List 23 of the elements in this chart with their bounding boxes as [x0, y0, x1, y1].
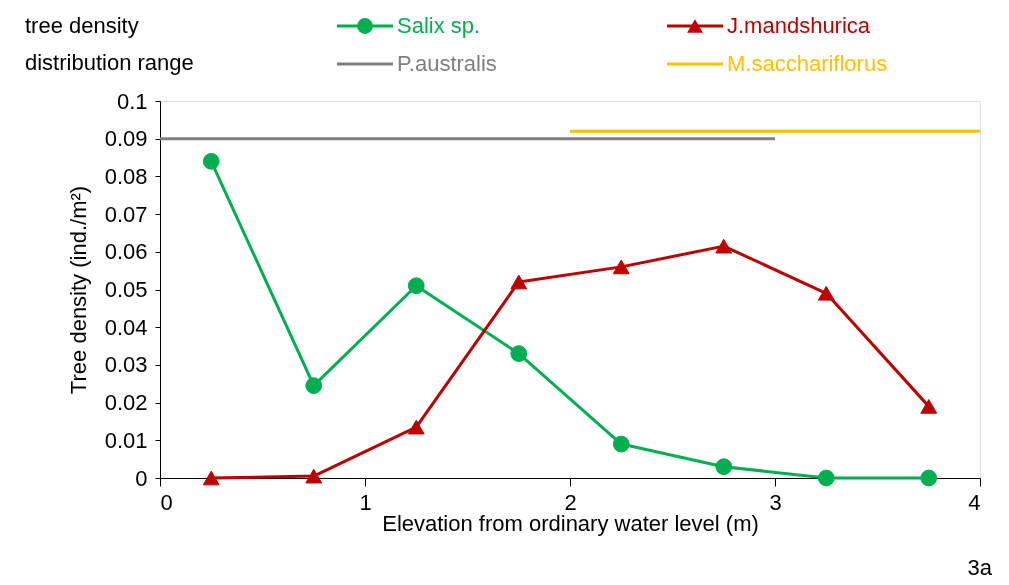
- y-tick-label: 0.05: [104, 277, 148, 302]
- y-tick-label: 0.01: [104, 427, 148, 453]
- x-tick-label: 4: [968, 489, 981, 515]
- y-tick-label: 0.1: [116, 88, 148, 114]
- y-tick-label: 0: [135, 465, 148, 491]
- text: 3a: [967, 555, 993, 580]
- y-tick-label: 0.08: [104, 163, 148, 189]
- legend-label: M.sacchariflorus: [727, 51, 888, 76]
- x-tick-label: 3: [769, 489, 782, 515]
- y-tick-label: 0.02: [104, 390, 148, 416]
- y-axis-title: Tree density (ind./m²): [65, 185, 91, 395]
- y-tick-label: 0.04: [104, 314, 148, 340]
- legend-label: P.australis: [397, 51, 497, 76]
- y-tick-label: 0.06: [104, 239, 148, 265]
- x-tick-label: 0: [160, 489, 173, 515]
- y-tick-label: 0.07: [104, 201, 148, 227]
- legend-label: J.mandshurica: [727, 13, 871, 38]
- x-tick-label: 1: [359, 489, 372, 515]
- legend-label: Salix sp.: [397, 13, 481, 38]
- y-tick-label: 0.09: [104, 126, 148, 152]
- y-tick-label: 0.03: [104, 352, 148, 378]
- text: distribution range: [25, 50, 194, 75]
- text: tree density: [25, 13, 139, 38]
